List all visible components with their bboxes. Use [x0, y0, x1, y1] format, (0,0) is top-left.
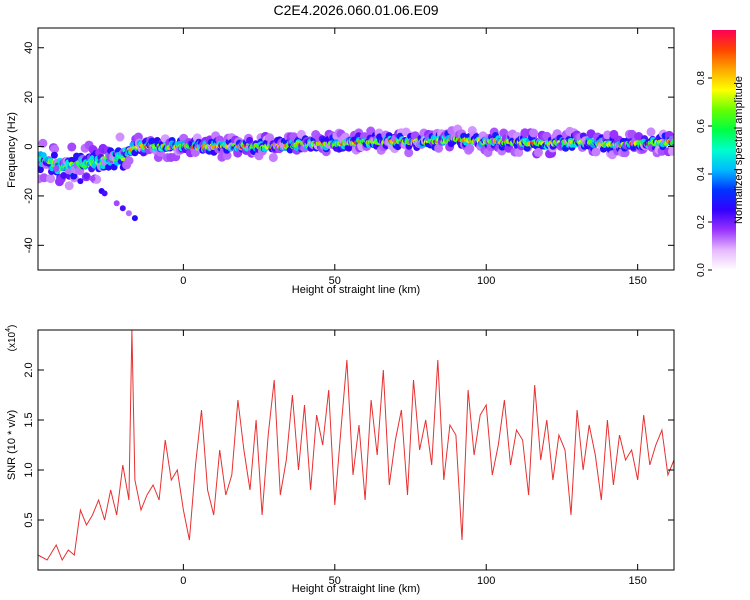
snr-scale-exponent: 4	[5, 328, 12, 332]
y-tick-label: 0	[23, 143, 35, 149]
snr-y-scale: (x104)	[5, 325, 18, 352]
spectral-cell	[533, 147, 543, 157]
spectral-cell	[434, 143, 444, 153]
spectral-cell	[125, 210, 132, 217]
spectral-cell	[38, 166, 44, 174]
spectral-cell	[115, 132, 125, 142]
y-tick-label: -40	[23, 237, 35, 253]
snr-x-label: Height of straight line (km)	[292, 583, 420, 595]
spectral-cell	[60, 172, 68, 179]
snr-frame	[37, 329, 675, 571]
spectral-cell	[410, 131, 420, 141]
spectral-cell	[89, 175, 96, 182]
spectral-cell	[113, 200, 120, 207]
colorbar-label: Normalized spectral amplitude	[733, 76, 745, 224]
spectral-cell	[38, 138, 48, 148]
x-tick-label: 0	[180, 275, 186, 287]
spectral-cell	[46, 174, 56, 184]
spectrogram-frame	[37, 27, 675, 271]
x-tick-label: 50	[329, 275, 341, 287]
spectral-cell	[50, 144, 60, 154]
spectral-cell	[646, 127, 656, 137]
figure-title: C2E4.2026.060.01.06.E09	[273, 2, 438, 18]
y-tick-label: -20	[23, 188, 35, 204]
snr-scale-base: (x10	[7, 331, 18, 351]
spectral-cell	[148, 137, 156, 145]
y-tick-label: 1.0	[23, 462, 35, 477]
y-tick-label: 1.5	[23, 412, 35, 427]
y-tick-label: 40	[23, 42, 35, 54]
spectrogram-x-label: Height of straight line (km)	[292, 284, 420, 296]
spectral-cell	[119, 205, 126, 212]
colorbar-ticks: 0.0 0.2 0.4 0.6 0.8	[696, 71, 712, 277]
snr-y-label: SNR (10 * v/v)	[6, 410, 18, 480]
spectral-cell	[50, 151, 58, 159]
spectral-cell	[268, 153, 278, 163]
spectral-cell	[39, 173, 49, 183]
x-tick-label: 50	[329, 575, 341, 587]
spectral-cell	[591, 147, 601, 157]
spectral-cell	[124, 156, 134, 166]
spectral-cell	[529, 128, 538, 138]
spectral-cell	[246, 136, 254, 144]
spectral-cell	[77, 178, 84, 185]
spectral-cell	[70, 172, 78, 180]
x-tick-label: 100	[477, 275, 495, 287]
colorbar-gradient	[712, 30, 736, 270]
snr-axes: 0 50 100 150 0.5 1.0 1.5 2.0	[23, 330, 674, 587]
spectral-cell	[667, 146, 674, 156]
colorbar-tick-label: 0.0	[696, 263, 707, 277]
spectral-cell	[101, 190, 108, 197]
spectral-cell	[404, 148, 414, 158]
spectrogram-panel: 0 50 100 150 -40 -20 0 20 40 Height of straight …	[6, 27, 675, 296]
colorbar-tick-label: 0.4	[696, 167, 707, 181]
x-tick-label: 0	[180, 575, 186, 587]
x-tick-label: 150	[628, 275, 646, 287]
colorbar: 0.0 0.2 0.4 0.6 0.8 Normalized spectral ampl…	[696, 30, 745, 277]
y-tick-label: 2.0	[23, 362, 35, 377]
spectral-cell	[634, 132, 644, 141]
spectral-cell	[83, 173, 90, 180]
x-tick-label: 150	[628, 575, 646, 587]
spectral-cell	[67, 142, 77, 152]
y-tick-label: 20	[23, 91, 35, 103]
spectral-cell	[131, 215, 138, 222]
spectral-cell	[65, 168, 72, 175]
snr-panel: 0 50 100 150 0.5 1.0 1.5 2.0 Height of straight…	[5, 325, 675, 595]
y-tick-label: 0.5	[23, 512, 35, 527]
colorbar-tick-label: 0.6	[696, 119, 707, 133]
spectral-cell	[64, 181, 74, 191]
svg-text:(x104): (x104)	[5, 325, 18, 352]
spectral-cell	[523, 144, 531, 152]
spectral-peak	[671, 139, 674, 144]
colorbar-tick-label: 0.8	[696, 71, 707, 85]
spectral-cell	[53, 165, 60, 172]
spectral-cell	[465, 144, 475, 154]
spectrogram-axes: 0 50 100 150 -40 -20 0 20 40	[23, 28, 674, 287]
x-tick-label: 100	[477, 575, 495, 587]
spectrogram-y-label: Frequency (Hz)	[6, 112, 18, 188]
spectrogram-marks	[38, 124, 674, 222]
colorbar-tick-label: 0.2	[696, 215, 707, 229]
snr-series-line	[38, 330, 674, 562]
